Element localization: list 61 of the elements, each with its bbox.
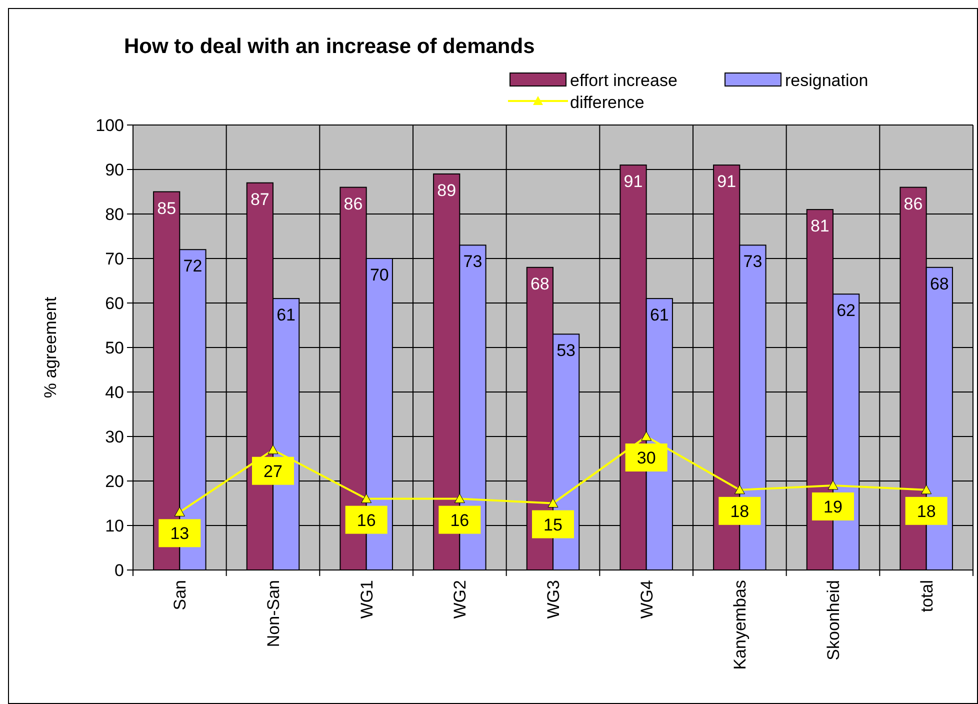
y-axis-title: % agreement bbox=[41, 296, 60, 398]
data-label: 18 bbox=[730, 502, 750, 521]
data-label: 16 bbox=[450, 510, 470, 530]
legend-label: effort increase bbox=[570, 71, 678, 90]
data-label: 27 bbox=[264, 462, 282, 481]
x-tick-label: WG3 bbox=[544, 580, 563, 619]
data-label: 15 bbox=[544, 515, 562, 534]
data-label: 68 bbox=[530, 274, 550, 294]
x-tick-label: Skoonheid bbox=[824, 580, 843, 660]
x-tick-label: total bbox=[917, 580, 936, 612]
data-label: 85 bbox=[157, 198, 176, 218]
legend-label: difference bbox=[570, 93, 644, 112]
data-label: 18 bbox=[916, 502, 936, 521]
y-tick-label: 10 bbox=[105, 516, 124, 536]
data-label: 72 bbox=[183, 256, 202, 276]
data-label: 61 bbox=[276, 306, 296, 325]
data-label: 91 bbox=[717, 172, 736, 192]
point bbox=[641, 431, 652, 441]
point bbox=[828, 480, 838, 490]
y-tick-label: 40 bbox=[105, 383, 124, 402]
point bbox=[921, 484, 932, 494]
y-tick-label: 30 bbox=[105, 428, 124, 446]
y-tick-label: 20 bbox=[105, 472, 124, 491]
y-tick-label: 80 bbox=[105, 205, 124, 224]
point bbox=[454, 494, 465, 504]
point bbox=[548, 498, 558, 508]
data-label: 13 bbox=[170, 524, 190, 544]
legend-label: resignation bbox=[785, 71, 868, 90]
x-tick-label: WG1 bbox=[357, 580, 376, 619]
point bbox=[734, 484, 745, 494]
data-label: 73 bbox=[743, 252, 762, 272]
chart-title: How to deal with an increase of demands bbox=[124, 35, 535, 58]
data-label: 53 bbox=[556, 341, 576, 360]
y-tick-label: 60 bbox=[105, 294, 124, 313]
data-label: 87 bbox=[250, 190, 270, 209]
data-label: 30 bbox=[636, 448, 656, 468]
y-tick-label: 50 bbox=[105, 338, 124, 358]
data-label: 81 bbox=[810, 216, 830, 236]
point bbox=[361, 494, 372, 504]
data-label: 91 bbox=[624, 172, 643, 192]
data-label: 73 bbox=[463, 252, 482, 272]
x-tick-label: Kanyembas bbox=[730, 580, 750, 670]
x-tick-label: San bbox=[170, 580, 190, 610]
data-label: 86 bbox=[344, 194, 363, 214]
data-label: 62 bbox=[836, 301, 856, 320]
data-label: 19 bbox=[824, 497, 842, 516]
x-tick-label: WG2 bbox=[450, 580, 470, 619]
data-label: 61 bbox=[650, 306, 669, 325]
data-label: 86 bbox=[904, 194, 923, 214]
point bbox=[174, 506, 185, 516]
y-tick-label: 100 bbox=[96, 116, 124, 135]
x-tick-label: Non-San bbox=[264, 580, 283, 648]
point bbox=[268, 444, 278, 454]
y-tick-label: 70 bbox=[105, 250, 124, 268]
x-tick-label: WG4 bbox=[637, 580, 656, 619]
data-label: 89 bbox=[437, 180, 456, 200]
data-label: 16 bbox=[356, 510, 376, 530]
y-tick-label: 90 bbox=[105, 160, 124, 180]
y-tick-label: 0 bbox=[114, 561, 124, 580]
data-label: 68 bbox=[930, 274, 949, 294]
data-label: 70 bbox=[370, 266, 389, 284]
